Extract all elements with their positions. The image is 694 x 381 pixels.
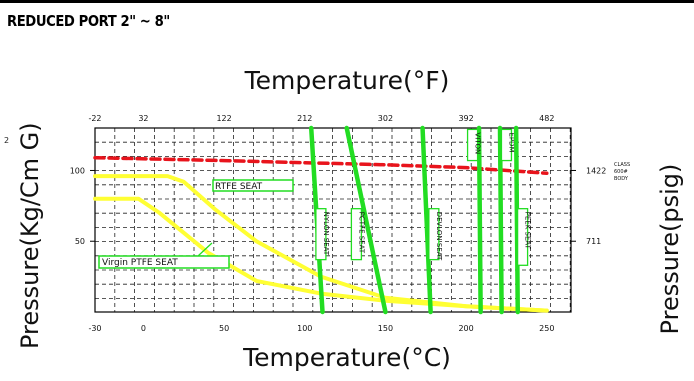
series-label: RTFE SEAT — [215, 182, 263, 192]
series-label-box — [212, 179, 294, 192]
y-tick-label-left: 50 — [75, 237, 85, 246]
x-tick-label-fahrenheit: 482 — [539, 114, 554, 123]
x-tick-label-celsius: 150 — [378, 324, 393, 333]
series-label-pointer — [197, 242, 213, 257]
seat-limit-line — [497, 125, 504, 315]
section-title: REDUCED PORT 2" ~ 8" — [7, 12, 170, 30]
seat-limit-line — [476, 125, 483, 315]
y-axis-label-superscript: 2 — [4, 136, 10, 145]
x-tick-label-celsius: 50 — [219, 324, 229, 333]
y-tick-label-left: 100 — [70, 166, 85, 175]
series-label: Virgin PTFE SEAT — [102, 258, 178, 268]
seat-limit-label: DEVLON SEAT — [435, 212, 443, 261]
plot-frame — [94, 127, 572, 313]
seat-limit-label: EPDM — [507, 132, 515, 152]
x-tick-label-fahrenheit: 302 — [378, 114, 393, 123]
x-tick-label-fahrenheit: 392 — [458, 114, 473, 123]
x-tick-label-fahrenheit: -22 — [88, 114, 101, 123]
x-tick-label-fahrenheit: 32 — [138, 114, 148, 123]
series-line-seat — [93, 196, 549, 313]
header-bar — [0, 0, 694, 3]
seat-limit-label-box — [428, 208, 440, 261]
class-annotation-line: BODY — [614, 176, 629, 182]
seat-limit-line — [344, 125, 388, 315]
y-tick-label-right: 1422 — [586, 166, 606, 175]
x-tick-label-celsius: 0 — [141, 324, 146, 333]
x-tick-label-celsius: -30 — [88, 324, 101, 333]
seat-limit-label: NYLON SEAT — [322, 212, 330, 256]
series-label-box — [98, 255, 230, 269]
seat-limit-label: PEEK SEAT — [524, 212, 532, 250]
seat-limit-line — [420, 125, 433, 315]
class-annotation-line: CLASS — [614, 162, 630, 168]
y-tick-label-right: 711 — [586, 237, 601, 246]
series-line-body-rating — [93, 155, 549, 176]
seat-limit-label-box — [466, 128, 479, 162]
seat-limit-label-box — [315, 208, 327, 261]
seat-limit-label: PCTFE SEAT — [357, 212, 365, 254]
x-tick-label-celsius: 200 — [458, 324, 473, 333]
seat-limit-label-box — [350, 208, 363, 261]
seat-limit-label-box — [500, 128, 513, 162]
chart-title-top: Temperature(°F) — [244, 66, 450, 95]
seat-limit-label-box — [516, 208, 529, 266]
x-tick-label-celsius: 100 — [297, 324, 312, 333]
seat-limit-label: VITON — [474, 132, 482, 154]
x-tick-label-fahrenheit: 122 — [216, 114, 231, 123]
x-tick-label-celsius: 250 — [539, 324, 554, 333]
class-annotation-line: 600# — [614, 169, 628, 175]
x-tick-label-fahrenheit: 212 — [297, 114, 312, 123]
x-axis-label: Temperature(°C) — [243, 343, 451, 372]
